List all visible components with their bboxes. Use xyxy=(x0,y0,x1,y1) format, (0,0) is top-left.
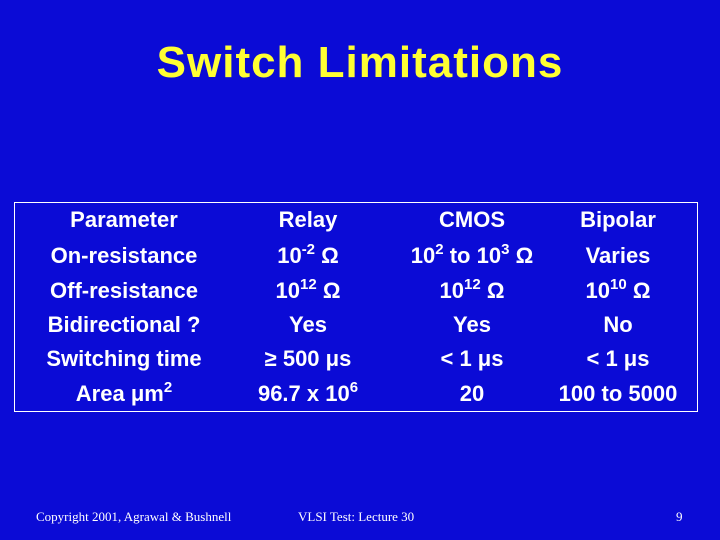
cmos-off-resistance: 1012 Ω xyxy=(439,276,505,303)
footer-lecture: VLSI Test: Lecture 30 xyxy=(298,509,415,524)
bipolar-area: 100 to 5000 xyxy=(558,381,678,406)
relay-on-resistance: 10-2 Ω xyxy=(277,241,339,268)
cmos-area: 20 xyxy=(459,381,485,406)
comparison-table: Parameter Relay CMOS Bipolar On-resistan… xyxy=(14,202,698,412)
param-off-resistance: Off-resistance xyxy=(50,278,198,303)
relay-switching-time: ≥ 500 μs xyxy=(264,346,352,371)
header-cmos: CMOS xyxy=(439,207,505,232)
relay-area: 96.7 x 106 xyxy=(257,379,359,406)
bipolar-bidirectional: No xyxy=(603,312,633,337)
cmos-bidirectional: Yes xyxy=(453,312,491,337)
relay-off-resistance: 1012 Ω xyxy=(275,276,341,303)
relay-bidirectional: Yes xyxy=(289,312,327,337)
header-bipolar: Bipolar xyxy=(580,207,656,232)
cmos-switching-time: < 1 μs xyxy=(440,346,504,371)
cmos-on-resistance: 102 to 103 Ω xyxy=(410,241,534,268)
bipolar-off-resistance: 1010 Ω xyxy=(585,276,651,303)
footer-copyright: Copyright 2001, Agrawal & Bushnell xyxy=(36,509,232,524)
bipolar-switching-time: < 1 μs xyxy=(586,346,650,371)
param-bidirectional: Bidirectional ? xyxy=(47,312,201,337)
bipolar-on-resistance: Varies xyxy=(585,243,651,268)
header-parameter: Parameter xyxy=(70,207,178,232)
param-area: Area μm2 xyxy=(75,379,173,406)
footer-page-number: 9 xyxy=(676,509,683,524)
param-switching-time: Switching time xyxy=(46,346,202,371)
header-relay: Relay xyxy=(278,207,338,232)
slide-title: Switch Limitations xyxy=(156,38,564,87)
param-on-resistance: On-resistance xyxy=(50,243,198,268)
